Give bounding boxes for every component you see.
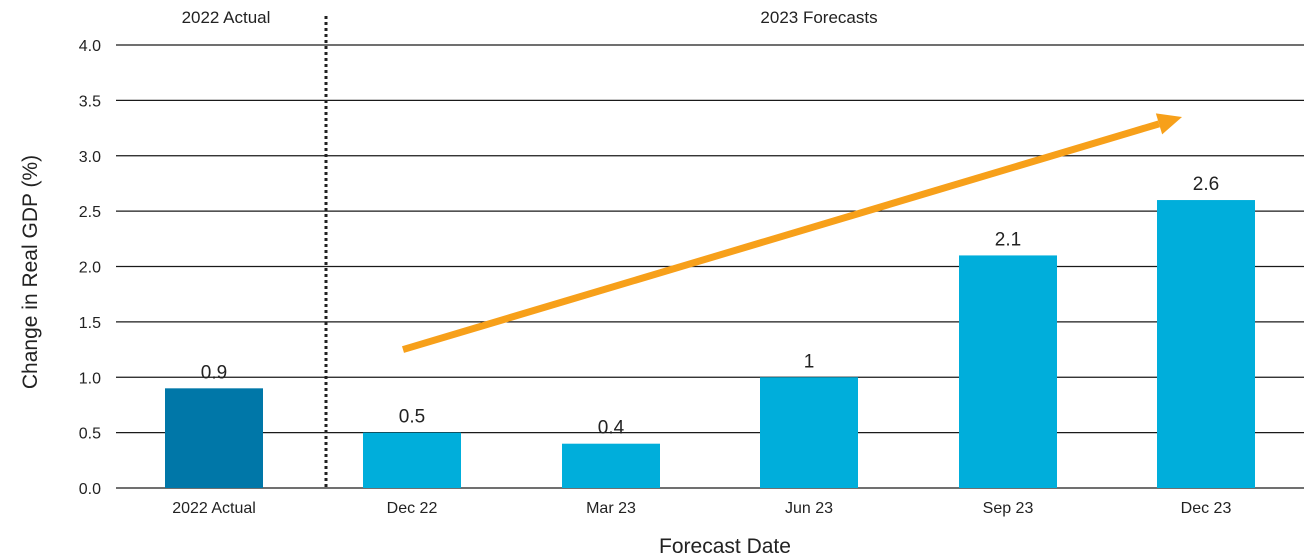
data-label: 1 — [804, 351, 815, 372]
y-tick-label: 4.0 — [79, 38, 101, 55]
section-label-actual: 2022 Actual — [182, 8, 271, 27]
y-axis-label: Change in Real GDP (%) — [19, 155, 42, 389]
y-tick-label: 2.0 — [79, 260, 101, 277]
bar-dec-23 — [1157, 200, 1255, 489]
trend-arrow-shaft — [401, 120, 1161, 353]
data-label: 2.6 — [1193, 174, 1219, 195]
data-label: 0.5 — [399, 407, 425, 428]
y-tick-label: 1.5 — [79, 315, 101, 332]
x-tick-label: 2022 Actual — [172, 500, 256, 517]
bar-jun-23 — [760, 377, 858, 488]
x-tick-label: Dec 22 — [387, 500, 438, 517]
bar-dec-22 — [363, 432, 461, 488]
bar-2022-actual — [165, 388, 263, 488]
trend-arrow-head — [1155, 113, 1182, 135]
y-tick-label: 2.5 — [79, 204, 101, 221]
bar-sep-23 — [959, 255, 1057, 488]
y-tick-label: 0.5 — [79, 426, 101, 443]
y-tick-label: 1.0 — [79, 370, 101, 387]
data-label: 0.4 — [598, 418, 625, 439]
trend-arrow — [401, 113, 1182, 353]
x-axis-label: Forecast Date — [659, 535, 791, 558]
data-label: 2.1 — [995, 229, 1021, 250]
x-axis-categories: 2022 Actual Dec 22 Mar 23 Jun 23 Sep 23 Dec 2… — [172, 500, 1231, 517]
x-tick-label: Dec 23 — [1181, 500, 1232, 517]
x-tick-label: Mar 23 — [586, 500, 636, 517]
y-tick-label: 0.0 — [79, 481, 101, 498]
bar-mar-23 — [562, 443, 660, 488]
data-labels: 0.9 0.5 0.4 1 2.1 2.6 — [201, 174, 1219, 439]
gridlines — [116, 44, 1304, 489]
y-tick-label: 3.0 — [79, 149, 101, 166]
data-label: 0.9 — [201, 362, 227, 383]
bars — [165, 200, 1255, 489]
y-axis-ticks: 0.0 0.5 1.0 1.5 2.0 2.5 3.0 3.5 4.0 — [79, 38, 101, 498]
x-tick-label: Jun 23 — [785, 500, 833, 517]
y-tick-label: 3.5 — [79, 93, 101, 110]
x-tick-label: Sep 23 — [983, 500, 1034, 517]
section-label-forecasts: 2023 Forecasts — [760, 8, 877, 27]
